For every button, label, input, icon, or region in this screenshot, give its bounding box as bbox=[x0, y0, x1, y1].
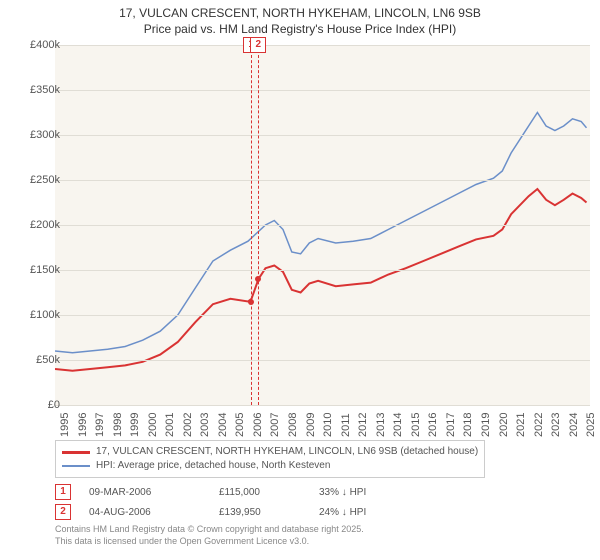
gridline bbox=[55, 360, 590, 361]
gridline bbox=[55, 405, 590, 406]
legend-swatch-2 bbox=[62, 465, 90, 467]
gridline bbox=[55, 225, 590, 226]
event-marker-line bbox=[258, 45, 259, 405]
y-tick-label: £150k bbox=[10, 264, 60, 276]
x-tick-label: 2022 bbox=[533, 413, 545, 437]
x-tick-label: 2006 bbox=[252, 413, 264, 437]
x-tick-label: 2011 bbox=[340, 413, 352, 437]
event-point bbox=[248, 299, 254, 305]
x-tick-label: 2001 bbox=[164, 413, 176, 437]
x-tick-label: 2018 bbox=[462, 413, 474, 437]
gridline bbox=[55, 270, 590, 271]
y-tick-label: £100k bbox=[10, 309, 60, 321]
y-tick-label: £200k bbox=[10, 219, 60, 231]
x-tick-label: 2014 bbox=[392, 413, 404, 437]
x-tick-label: 2007 bbox=[269, 413, 281, 437]
series-hpi bbox=[55, 113, 587, 353]
plot-area: 12 bbox=[55, 45, 590, 405]
legend-swatch-1 bbox=[62, 451, 90, 454]
legend-box: 17, VULCAN CRESCENT, NORTH HYKEHAM, LINC… bbox=[55, 440, 485, 478]
x-tick-label: 2020 bbox=[498, 413, 510, 437]
footer: Contains HM Land Registry data © Crown c… bbox=[55, 524, 590, 547]
y-tick-label: £300k bbox=[10, 129, 60, 141]
x-tick-label: 2017 bbox=[445, 413, 457, 437]
legend-label-1: 17, VULCAN CRESCENT, NORTH HYKEHAM, LINC… bbox=[96, 445, 478, 459]
y-tick-label: £0 bbox=[10, 399, 60, 411]
legend-label-2: HPI: Average price, detached house, Nort… bbox=[96, 459, 330, 473]
chart-title: 17, VULCAN CRESCENT, NORTH HYKEHAM, LINC… bbox=[0, 0, 600, 37]
x-tick-label: 2004 bbox=[217, 413, 229, 437]
gridline bbox=[55, 315, 590, 316]
event-marker-label: 2 bbox=[250, 37, 266, 53]
legend-area: 17, VULCAN CRESCENT, NORTH HYKEHAM, LINC… bbox=[55, 440, 590, 547]
x-tick-label: 1996 bbox=[77, 413, 89, 437]
event-price: £139,950 bbox=[219, 507, 319, 518]
x-tick-label: 2021 bbox=[515, 413, 527, 437]
event-pct: 24% ↓ HPI bbox=[319, 507, 439, 518]
x-tick-label: 2010 bbox=[322, 413, 334, 437]
x-tick-label: 1995 bbox=[59, 413, 71, 437]
x-tick-label: 1999 bbox=[129, 413, 141, 437]
x-tick-label: 2009 bbox=[305, 413, 317, 437]
x-tick-label: 2003 bbox=[199, 413, 211, 437]
event-point bbox=[255, 276, 261, 282]
event-date: 04-AUG-2006 bbox=[89, 507, 219, 518]
event-number-box: 2 bbox=[55, 504, 71, 520]
y-tick-label: £350k bbox=[10, 84, 60, 96]
chart-container: 17, VULCAN CRESCENT, NORTH HYKEHAM, LINC… bbox=[0, 0, 600, 560]
event-number-box: 1 bbox=[55, 484, 71, 500]
gridline bbox=[55, 45, 590, 46]
y-tick-label: £250k bbox=[10, 174, 60, 186]
x-tick-label: 2008 bbox=[287, 413, 299, 437]
x-tick-label: 2013 bbox=[375, 413, 387, 437]
x-tick-label: 1997 bbox=[94, 413, 106, 437]
event-price: £115,000 bbox=[219, 487, 319, 498]
legend-row-2: HPI: Average price, detached house, Nort… bbox=[62, 459, 478, 473]
y-tick-label: £400k bbox=[10, 39, 60, 51]
x-tick-label: 2024 bbox=[568, 413, 580, 437]
gridline bbox=[55, 135, 590, 136]
gridline bbox=[55, 90, 590, 91]
title-line-1: 17, VULCAN CRESCENT, NORTH HYKEHAM, LINC… bbox=[0, 6, 600, 22]
footer-line-1: Contains HM Land Registry data © Crown c… bbox=[55, 524, 590, 536]
gridline bbox=[55, 180, 590, 181]
footer-line-2: This data is licensed under the Open Gov… bbox=[55, 536, 590, 548]
x-tick-label: 2019 bbox=[480, 413, 492, 437]
legend-row-1: 17, VULCAN CRESCENT, NORTH HYKEHAM, LINC… bbox=[62, 445, 478, 459]
event-marker-line bbox=[251, 45, 252, 405]
event-pct: 33% ↓ HPI bbox=[319, 487, 439, 498]
x-tick-label: 2000 bbox=[147, 413, 159, 437]
x-tick-label: 2016 bbox=[427, 413, 439, 437]
x-tick-label: 2023 bbox=[550, 413, 562, 437]
events-list: 1 09-MAR-2006£115,00033% ↓ HPI 2 04-AUG-200… bbox=[55, 484, 590, 520]
x-tick-label: 2025 bbox=[585, 413, 597, 437]
x-tick-label: 2005 bbox=[234, 413, 246, 437]
x-tick-label: 2015 bbox=[410, 413, 422, 437]
event-row: 1 09-MAR-2006£115,00033% ↓ HPI bbox=[55, 484, 590, 500]
x-tick-label: 2012 bbox=[357, 413, 369, 437]
y-tick-label: £50k bbox=[10, 354, 60, 366]
event-row: 2 04-AUG-2006£139,95024% ↓ HPI bbox=[55, 504, 590, 520]
x-tick-label: 1998 bbox=[112, 413, 124, 437]
title-line-2: Price paid vs. HM Land Registry's House … bbox=[0, 22, 600, 38]
x-tick-label: 2002 bbox=[182, 413, 194, 437]
event-date: 09-MAR-2006 bbox=[89, 487, 219, 498]
